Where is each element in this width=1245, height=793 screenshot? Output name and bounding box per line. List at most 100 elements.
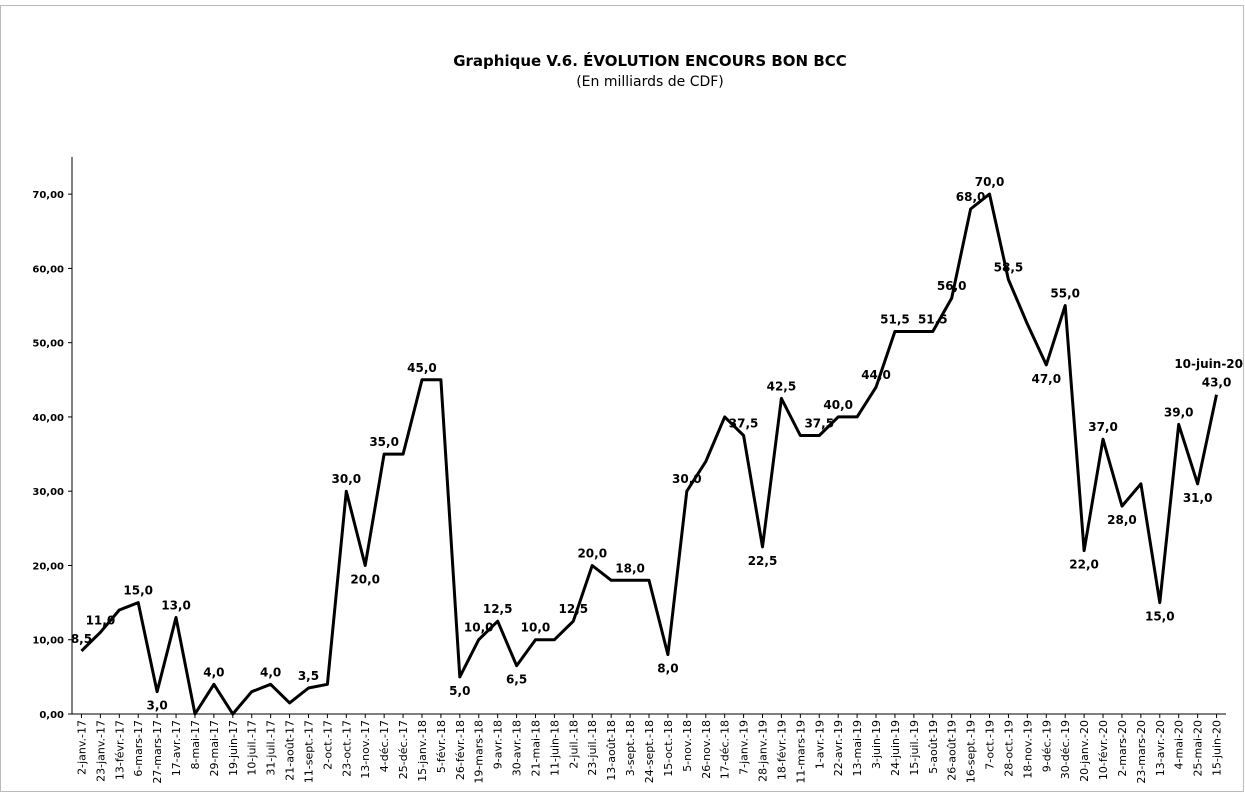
x-tick-label: 1-avr.-19	[813, 720, 826, 769]
y-tick-label: 30,00	[32, 487, 64, 498]
x-tick-label: 22-avr.-19	[832, 720, 845, 776]
x-tick-label: 13-avr.-20	[1154, 720, 1167, 776]
y-tick-label: 40,00	[32, 413, 64, 424]
data-label: 8,0	[657, 662, 678, 676]
x-tick-label: 13-août-18	[605, 720, 618, 781]
data-label: 39,0	[1164, 405, 1194, 419]
x-tick-label: 3-juin-19	[870, 720, 883, 769]
x-tick-label: 4-déc.-17	[378, 720, 391, 772]
data-label: 4,0	[260, 665, 281, 679]
x-tick-label: 21-mai-18	[529, 720, 542, 776]
x-tick-label: 11-juin-18	[548, 720, 561, 776]
data-label: 58,5	[994, 261, 1024, 275]
x-tick-label: 27-mars-17	[151, 720, 164, 784]
x-tick-label: 17-avr.-17	[170, 720, 183, 776]
x-tick-label: 6-mars-17	[132, 720, 145, 777]
x-tick-label: 26-nov.-18	[700, 720, 713, 779]
data-label: 22,0	[1069, 558, 1099, 572]
data-label: 13,0	[161, 598, 191, 612]
x-tick-label: 5-août-19	[927, 720, 940, 774]
data-label: 37,5	[729, 417, 759, 431]
data-label: 4,0	[203, 665, 224, 679]
x-tick-label: 18-nov.-19	[1021, 720, 1034, 779]
data-label: 12,5	[483, 602, 513, 616]
data-label: 47,0	[1031, 372, 1061, 386]
data-label: 35,0	[369, 435, 399, 449]
x-tick-label: 26-févr.-18	[454, 720, 467, 780]
data-label: 20,0	[577, 546, 607, 560]
data-label: 70,0	[975, 175, 1005, 189]
x-tick-label: 9-déc.-19	[1040, 720, 1053, 772]
x-tick-label: 16-sept.-19	[965, 720, 978, 783]
data-label: 11,0	[86, 613, 116, 627]
chart-frame	[0, 5, 1244, 792]
data-label: 8,5	[71, 632, 92, 646]
y-tick-label: 60,00	[32, 264, 64, 275]
y-tick-label: 20,00	[32, 561, 64, 572]
x-tick-label: 23-mars-20	[1135, 720, 1148, 784]
x-tick-label: 2-oct.-17	[321, 720, 334, 770]
x-tick-label: 17-déc.-18	[719, 720, 732, 779]
data-label: 3,0	[146, 699, 167, 713]
data-label: 37,0	[1088, 420, 1118, 434]
x-tick-label: 11-mars-19	[794, 720, 807, 784]
x-tick-label: 21-août-17	[284, 720, 297, 781]
data-label: 15,0	[123, 584, 153, 598]
x-tick-label: 29-mai-17	[208, 720, 221, 776]
data-line	[80, 192, 1218, 716]
x-tick-label: 13-févr.-17	[113, 720, 126, 780]
data-label: 10,0	[464, 621, 494, 635]
data-label: 40,0	[823, 398, 853, 412]
data-label: 20,0	[350, 572, 380, 586]
data-label: 5,0	[449, 684, 470, 698]
x-tick-label: 28-oct.-19	[1002, 720, 1015, 777]
x-tick-label: 13-nov.-17	[359, 720, 372, 779]
data-label: 37,5	[804, 417, 834, 431]
data-label: 10,0	[521, 621, 551, 635]
x-tick-label: 18-févr.-19	[775, 720, 788, 780]
x-tick-label: 15-oct.-18	[662, 720, 675, 777]
x-tick-label: 25-déc.-17	[397, 720, 410, 779]
x-tick-label: 11-sept.-17	[302, 720, 315, 783]
y-tick-label: 70,00	[32, 190, 64, 201]
x-tick-label: 5-févr.-18	[435, 720, 448, 773]
data-label: 30,0	[672, 472, 702, 486]
x-tick-label: 5-nov.-18	[681, 720, 694, 772]
x-tick-label: 26-août-19	[946, 720, 959, 781]
chart-title: Graphique V.6. ÉVOLUTION ENCOURS BON BCC	[453, 51, 847, 70]
data-label: 15,0	[1145, 610, 1175, 624]
annotation: 10-juin-20	[1174, 357, 1243, 371]
x-tick-label: 24-juin-19	[889, 720, 902, 776]
data-label: 22,5	[748, 554, 778, 568]
y-tick-label: 10,00	[32, 636, 64, 647]
data-label: 45,0	[407, 361, 437, 375]
x-tick-label: 3-sept.-18	[624, 720, 637, 776]
x-tick-label: 23-oct.-17	[340, 720, 353, 777]
x-tick-label: 10-juil.-17	[246, 720, 259, 776]
x-tick-label: 19-mars-18	[473, 720, 486, 784]
x-tick-label: 10-févr.-20	[1097, 720, 1110, 780]
x-tick-label: 15-janv.-18	[416, 720, 429, 782]
y-tick-label: 0,00	[39, 710, 64, 721]
chart-subtitle: (En milliards de CDF)	[576, 74, 724, 90]
x-tick-label: 19-juin-17	[227, 720, 240, 776]
data-label: 28,0	[1107, 513, 1137, 527]
data-label: 12,5	[559, 602, 589, 616]
data-label: 56,0	[937, 279, 967, 293]
x-tick-label: 24-sept.-18	[643, 720, 656, 783]
x-tick-label: 2-juil.-18	[567, 720, 580, 769]
x-tick-label: 2-janv.-17	[75, 720, 88, 775]
data-label: 30,0	[332, 472, 362, 486]
data-label: 31,0	[1183, 491, 1213, 505]
data-label: 43,0	[1202, 376, 1232, 390]
x-tick-label: 4-mai-20	[1173, 720, 1186, 769]
x-tick-label: 23-janv.-17	[94, 720, 107, 782]
data-label: 55,0	[1050, 287, 1080, 301]
x-tick-label: 28-janv.-19	[757, 720, 770, 782]
x-tick-label: 23-juil.-18	[586, 720, 599, 776]
data-label: 18,0	[615, 561, 645, 575]
x-tick-label: 7-oct.-19	[984, 720, 997, 770]
data-label: 51,5	[918, 313, 948, 327]
x-tick-label: 15-juin-20	[1211, 720, 1224, 776]
